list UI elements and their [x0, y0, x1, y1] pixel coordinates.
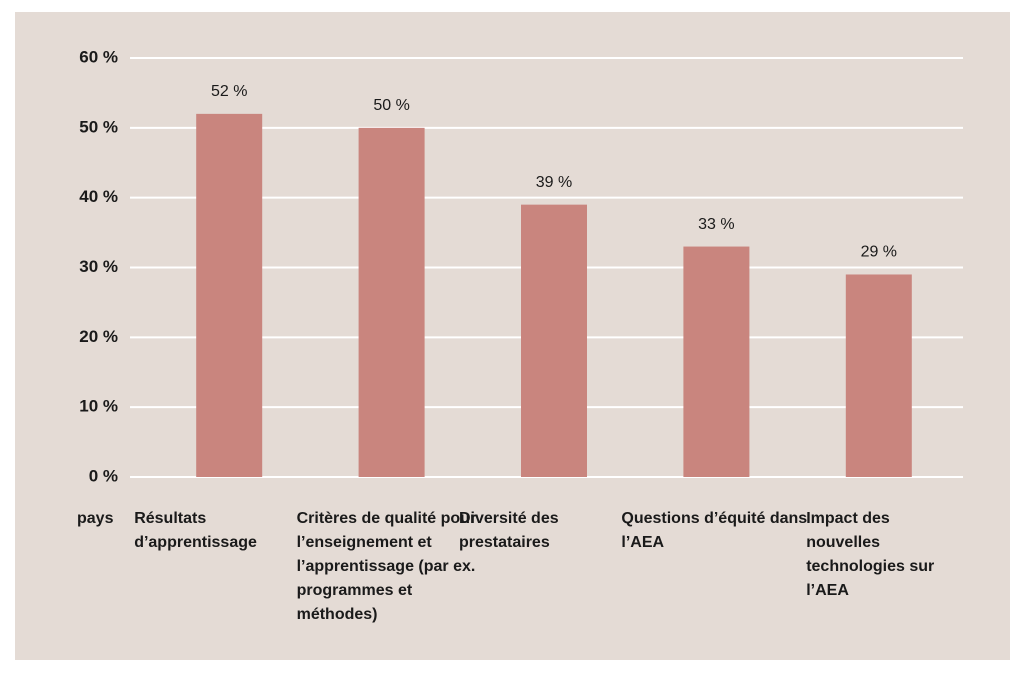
value-label: 33 %: [698, 216, 734, 233]
x-tick-label: Impact des nouvelles technologies sur l’…: [806, 510, 935, 599]
value-label: 52 %: [211, 83, 247, 100]
x-axis-label: pays: [77, 510, 114, 527]
y-tick-label: 50 %: [79, 117, 118, 136]
y-tick-label: 0 %: [89, 466, 118, 485]
y-tick-label: 60 %: [79, 47, 118, 66]
x-tick-label: Diversité des prestataires: [459, 510, 559, 551]
value-label: 50 %: [373, 97, 409, 114]
y-tick-label: 30 %: [79, 257, 118, 276]
bar: [683, 246, 750, 477]
bar: [196, 113, 263, 477]
y-tick-label: 40 %: [79, 187, 118, 206]
x-tick-label: Critères de qualité pour l’enseignement …: [296, 510, 477, 623]
x-tick-label: Résultats d’apprentissage: [134, 510, 257, 551]
y-tick-label: 10 %: [79, 397, 118, 416]
bar: [845, 274, 912, 477]
chart-background: [15, 12, 1010, 660]
bar: [521, 204, 587, 477]
y-tick-label: 20 %: [79, 327, 118, 346]
value-label: 39 %: [536, 174, 572, 191]
value-label: 29 %: [861, 244, 897, 261]
bar: [358, 127, 425, 477]
x-tick-label: Questions d’équité dans l’AEA: [621, 510, 808, 551]
